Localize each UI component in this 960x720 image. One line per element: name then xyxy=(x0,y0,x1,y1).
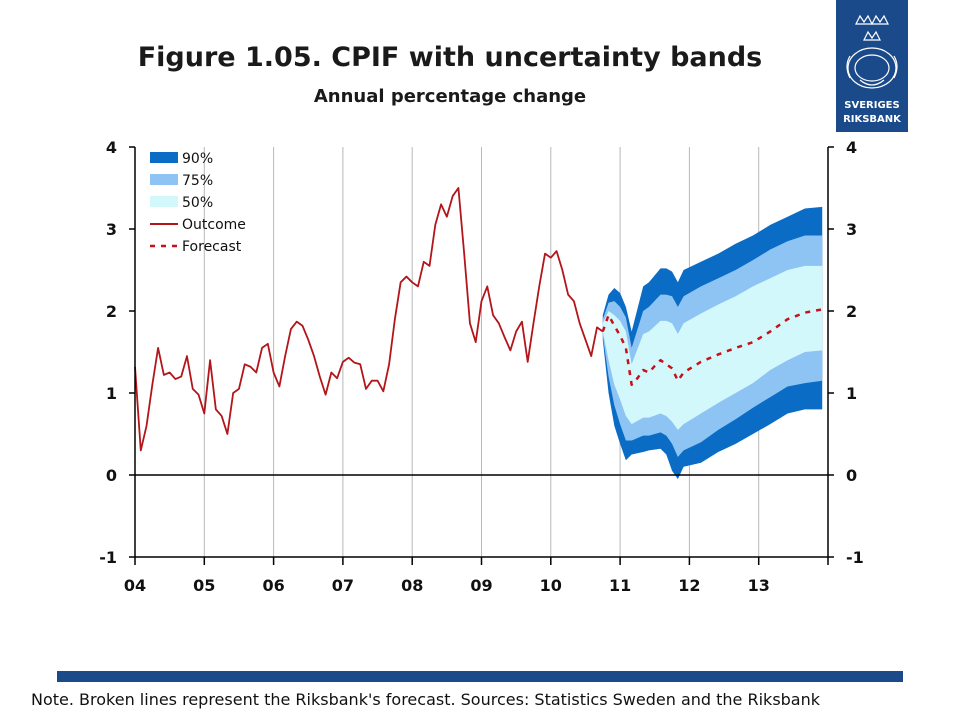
footer-note: Note. Broken lines represent the Riksban… xyxy=(31,690,821,709)
y-tick-label-left: 0 xyxy=(106,466,117,485)
legend-label-2: 50% xyxy=(182,195,213,211)
series-lines xyxy=(134,187,823,452)
y-tick-label-right: -1 xyxy=(846,548,864,567)
y-tick-label-right: 4 xyxy=(846,138,857,157)
x-tick-label-05: 05 xyxy=(193,576,215,595)
axes: -1 -10 01 12 23 34 404 05 06 07 08 09 10 11 12 13 xyxy=(99,138,864,595)
x-tick-label-07: 07 xyxy=(332,576,354,595)
x-tick-label-08: 08 xyxy=(401,576,423,595)
legend-label-4: Forecast xyxy=(182,239,242,255)
riksbank-crest-icon: SVERIGES RIKSBANK xyxy=(843,14,902,125)
series-line-forecast xyxy=(601,308,823,387)
x-tick-label-06: 06 xyxy=(262,576,284,595)
uncertainty-bands xyxy=(602,206,823,480)
y-tick-label-right: 3 xyxy=(846,220,857,239)
riksbank-logo: SVERIGES RIKSBANK xyxy=(836,0,908,132)
y-tick-label-left: -1 xyxy=(99,548,117,567)
x-tick-label-09: 09 xyxy=(470,576,492,595)
chart-title: Figure 1.05. CPIF with uncertainty bands xyxy=(137,42,763,73)
logo-line1: SVERIGES xyxy=(844,100,899,111)
x-tick-label-12: 12 xyxy=(678,576,700,595)
x-tick-label-13: 13 xyxy=(748,576,770,595)
band-50 xyxy=(602,265,823,430)
chart-subtitle: Annual percentage change xyxy=(313,86,587,107)
y-tick-label-right: 1 xyxy=(846,384,857,403)
legend-swatch-0 xyxy=(150,152,178,163)
y-tick-label-right: 2 xyxy=(846,302,857,321)
x-tick-label-10: 10 xyxy=(540,576,562,595)
legend-swatch-2 xyxy=(150,196,178,207)
legend-label-3: Outcome xyxy=(182,217,246,233)
x-tick-label-11: 11 xyxy=(609,576,631,595)
y-tick-label-right: 0 xyxy=(846,466,857,485)
x-tick-label-04: 04 xyxy=(124,576,146,595)
y-tick-label-left: 2 xyxy=(106,302,117,321)
logo-line2: RIKSBANK xyxy=(843,114,902,125)
legend-label-0: 90% xyxy=(182,151,213,167)
y-tick-label-left: 4 xyxy=(106,138,117,157)
legend-label-1: 75% xyxy=(182,173,213,189)
y-tick-label-left: 1 xyxy=(106,384,117,403)
legend-swatch-1 xyxy=(150,174,178,185)
legend: 90% 75% 50% Outcome Forecast xyxy=(150,151,246,255)
footer-bar xyxy=(57,671,903,682)
series-line-outcome xyxy=(134,187,604,452)
y-tick-label-left: 3 xyxy=(106,220,117,239)
